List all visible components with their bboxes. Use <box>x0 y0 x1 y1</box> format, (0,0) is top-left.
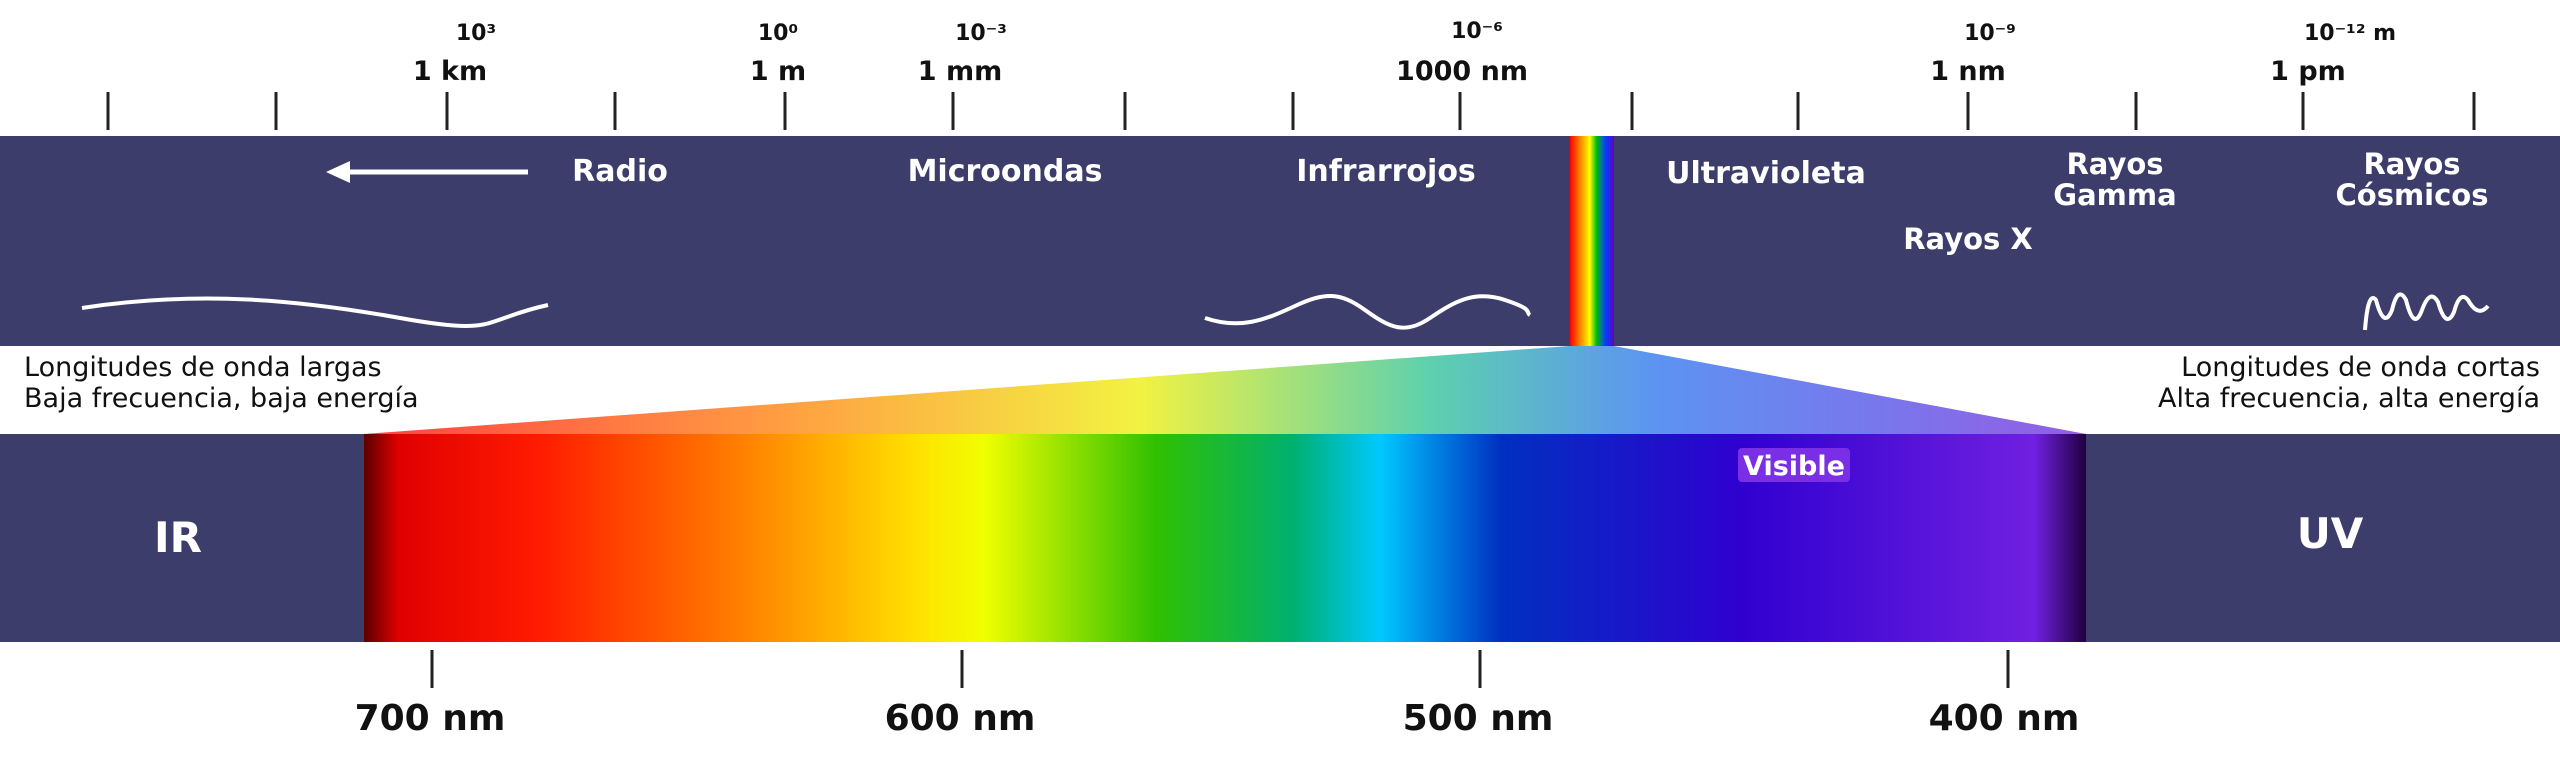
arrow-left-icon <box>326 161 528 183</box>
scale-exp-label: 10⁻³ <box>955 21 1007 46</box>
scale-unit-label: 1 km <box>413 56 487 87</box>
scale-exp-label: 10⁻⁹ <box>1964 21 2016 46</box>
ir-label: IR <box>154 513 202 562</box>
scale-exp-label: 10³ <box>456 21 496 46</box>
spectrum-fan <box>364 346 2086 434</box>
scale-exp-label: 10⁻⁶ <box>1451 19 1503 44</box>
band-label-cosmic: Cósmicos <box>2335 178 2488 212</box>
nm-tick-label: 600 nm <box>885 698 1036 739</box>
scale-unit-label: 1 pm <box>2270 56 2346 87</box>
scale-labels: 10³ 1 km 10⁰ 1 m 10⁻³ 1 mm 10⁻⁶ 1000 nm … <box>413 19 2396 87</box>
caption-long: Baja frecuencia, baja energía <box>24 383 419 414</box>
nm-tick-label: 400 nm <box>1929 698 2080 739</box>
medium-wave-icon <box>1204 293 1532 330</box>
band-label-radio: Radio <box>572 154 668 189</box>
band-label-infrared: Infrarrojos <box>1296 154 1476 189</box>
scale-exp-label: 10⁻¹² m <box>2304 21 2396 46</box>
visible-strip <box>1570 136 1614 346</box>
nm-tick-label: 700 nm <box>355 698 506 739</box>
uv-label: UV <box>2297 509 2364 558</box>
band-label-xray: Rayos X <box>1903 222 2033 256</box>
band-label-microwaves: Microondas <box>908 154 1103 189</box>
short-wave-icon <box>2363 292 2490 331</box>
scale-unit-label: 1000 nm <box>1396 56 1528 87</box>
band-label-cosmic: Rayos <box>2363 147 2460 181</box>
nm-tick-label: 500 nm <box>1403 698 1554 739</box>
nm-labels: 700 nm 600 nm 500 nm 400 nm <box>355 698 2080 739</box>
band-label-ultraviolet: Ultravioleta <box>1666 156 1866 191</box>
caption-long: Longitudes de onda largas <box>24 352 382 383</box>
scale-exp-label: 10⁰ <box>758 21 798 46</box>
band-label-gamma: Gamma <box>2053 178 2176 212</box>
caption-short: Longitudes de onda cortas <box>2181 352 2540 383</box>
caption-short: Alta frecuencia, alta energía <box>2158 383 2540 414</box>
scale-ticks <box>106 92 2476 130</box>
captions: Longitudes de onda largas Baja frecuenci… <box>24 352 2540 414</box>
band-label-gamma: Rayos <box>2066 147 2163 181</box>
scale-unit-label: 1 m <box>750 56 806 87</box>
scale-unit-label: 1 nm <box>1930 56 2006 87</box>
band-labels: Radio Microondas Infrarrojos Ultraviolet… <box>572 147 2488 256</box>
visible-label-badge: Visible <box>1738 448 1850 482</box>
long-wave-icon <box>81 296 549 328</box>
nm-ticks <box>430 650 2010 688</box>
scale-unit-label: 1 mm <box>918 56 1002 87</box>
visible-label: Visible <box>1743 451 1845 482</box>
